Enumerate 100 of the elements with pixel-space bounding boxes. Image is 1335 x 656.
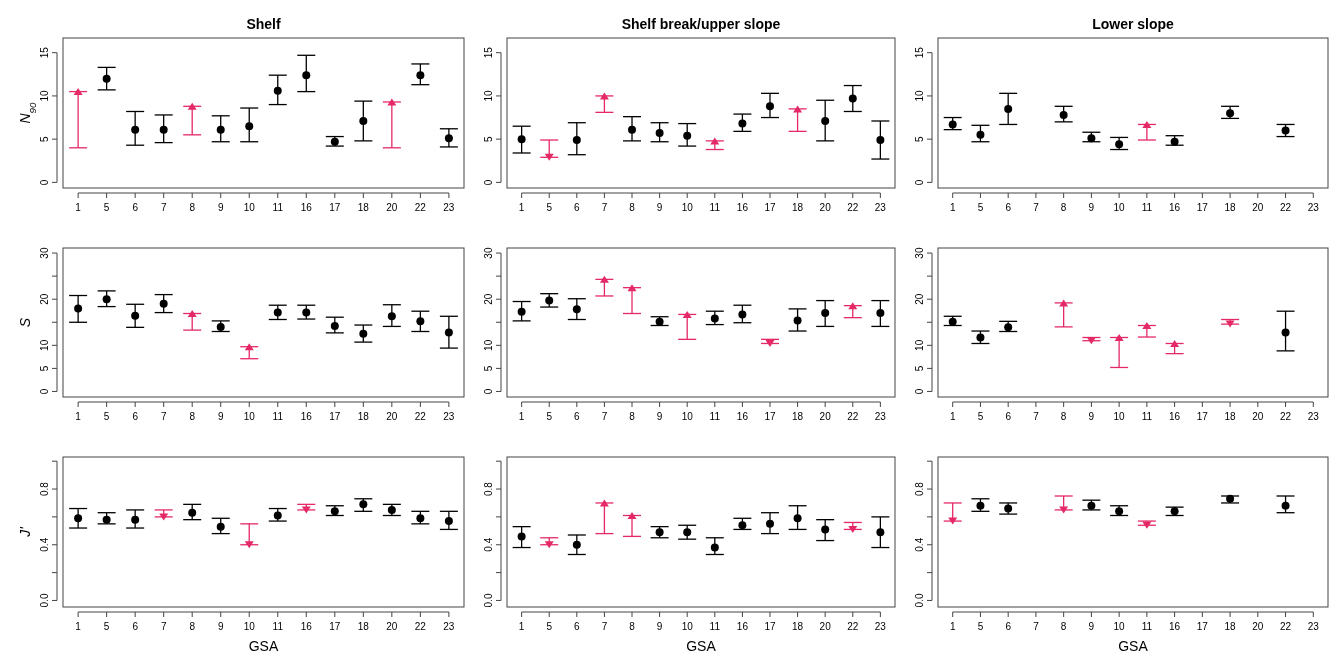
x-tick-label: 1 [75, 411, 82, 422]
x-tick-label: 5 [103, 621, 110, 632]
point [682, 310, 692, 318]
x-tick-label: 22 [1280, 621, 1292, 632]
point [159, 299, 168, 308]
x-tick-label: 23 [443, 621, 455, 632]
point [1281, 328, 1290, 337]
y-tick-label: 30 [39, 247, 50, 259]
x-tick-label: 8 [189, 411, 196, 422]
y-tick-label: 5 [483, 365, 494, 372]
x-axis-title: GSA [686, 638, 717, 654]
point [765, 519, 774, 528]
x-tick-label: 1 [949, 621, 956, 632]
x-tick-label: 1 [949, 202, 956, 213]
x-tick-label: 20 [819, 202, 832, 213]
x-tick-label: 16 [736, 411, 749, 422]
chart-title: Shelf break/upper slope [621, 16, 781, 32]
point [793, 316, 802, 325]
x-tick-label: 18 [357, 411, 370, 422]
y-tick-label: 0.8 [914, 481, 925, 496]
y-tick-label: 5 [914, 365, 925, 372]
y-tick-label: 5 [39, 135, 50, 142]
point [444, 517, 453, 526]
x-tick-label: 23 [1307, 621, 1320, 632]
x-tick-label: 6 [132, 202, 139, 213]
x-tick-label: 8 [189, 621, 196, 632]
x-tick-label: 23 [443, 411, 455, 422]
x-tick-label: 8 [629, 202, 636, 213]
x-tick-label: 17 [329, 621, 341, 632]
point [1142, 521, 1152, 529]
x-tick-label: 11 [272, 621, 284, 632]
x-tick-label: 5 [977, 202, 984, 213]
x-tick-label: 6 [132, 411, 139, 422]
point [330, 507, 339, 516]
y-tick-label: 0 [914, 388, 925, 395]
x-tick-label: 5 [103, 202, 110, 213]
x-tick-label: 16 [1169, 411, 1181, 422]
point [765, 339, 775, 347]
point [102, 515, 111, 524]
point [765, 102, 774, 111]
y-tick-label: 0 [483, 388, 494, 395]
x-tick-label: 6 [1005, 411, 1012, 422]
point [710, 314, 719, 323]
x-tick-label: 22 [1280, 202, 1292, 213]
x-tick-label: 17 [329, 202, 341, 213]
point [544, 153, 554, 161]
x-tick-label: 17 [764, 411, 776, 422]
point [1142, 120, 1152, 128]
x-tick-label: 8 [629, 621, 636, 632]
point [187, 102, 197, 110]
y-tick-label: 15 [483, 46, 494, 59]
x-tick-label: 10 [243, 202, 256, 213]
y-tick-label: 20 [483, 293, 494, 305]
x-tick-label: 22 [414, 202, 427, 213]
x-tick-label: 7 [160, 621, 167, 632]
y-tick-label: 20 [39, 293, 50, 305]
point [948, 317, 957, 326]
x-tick-label: 5 [546, 621, 553, 632]
x-tick-label: 23 [1307, 202, 1320, 213]
point [187, 310, 197, 317]
x-tick-label: 1 [75, 621, 82, 632]
point [848, 94, 857, 103]
point [544, 541, 554, 549]
point [330, 137, 339, 146]
x-tick-label: 23 [874, 621, 887, 632]
point [102, 295, 111, 304]
point [216, 522, 225, 531]
point [628, 125, 637, 134]
y-tick-label: 5 [483, 135, 494, 142]
point [301, 506, 311, 514]
point [599, 275, 609, 283]
x-tick-label: 20 [386, 411, 398, 422]
x-tick-label: 5 [103, 411, 110, 422]
y-tick-label: 30 [914, 247, 925, 259]
point [1226, 494, 1235, 503]
x-tick-label: 23 [874, 411, 887, 422]
x-tick-label: 22 [847, 202, 859, 213]
x-tick-label: 6 [574, 411, 581, 422]
point [948, 120, 957, 129]
x-tick-label: 10 [681, 411, 694, 422]
y-tick-label: 0 [914, 179, 925, 186]
point [545, 296, 554, 305]
point [302, 71, 311, 80]
x-tick-label: 17 [1196, 411, 1209, 422]
y-tick-label: 0.4 [914, 537, 925, 552]
point [876, 136, 885, 145]
point [359, 329, 368, 338]
point [244, 541, 254, 549]
x-tick-label: 16 [736, 202, 749, 213]
x-tick-label: 5 [977, 621, 984, 632]
point [159, 513, 169, 521]
y-tick-label: 0.4 [483, 537, 494, 552]
point [387, 505, 396, 514]
y-tick-label: 10 [483, 339, 494, 351]
x-tick-label: 20 [1252, 621, 1264, 632]
x-tick-label: 18 [792, 411, 804, 422]
y-tick-label: 5 [39, 365, 50, 372]
x-tick-label: 7 [601, 202, 608, 213]
x-tick-label: 10 [1113, 202, 1126, 213]
point [74, 304, 83, 313]
